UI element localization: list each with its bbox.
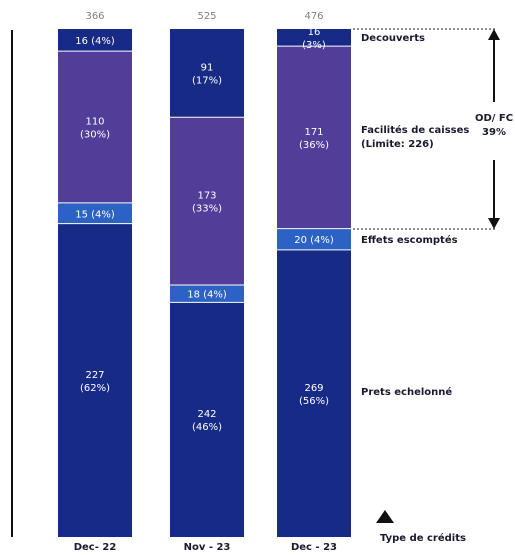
bar-segment	[277, 29, 351, 47]
arrow-down-icon	[488, 218, 500, 229]
side-label-decouverts: Decouverts	[361, 33, 425, 44]
bar-value-label: (3%)	[302, 40, 326, 51]
bar-segment	[277, 228, 351, 250]
bar-segment	[277, 249, 351, 538]
bar-total-label: 366	[85, 11, 104, 22]
bar-value-label: 16 (4%)	[75, 36, 115, 47]
bar-total-label: 525	[197, 11, 216, 22]
bar-value-label: 171	[304, 127, 323, 138]
bar-segment	[58, 51, 132, 203]
bar-value-label: (36%)	[299, 140, 329, 151]
bar-value-label: (17%)	[192, 76, 222, 87]
side-label-prets: Prets echelonné	[361, 386, 452, 398]
bar-value-label: 227	[85, 370, 104, 381]
bar-segment	[170, 284, 244, 303]
bar-value-label: 18 (4%)	[187, 290, 227, 301]
bar-value-label: 242	[197, 409, 216, 420]
bar-value-label: 91	[201, 63, 214, 74]
bar-value-label: 20 (4%)	[294, 235, 334, 246]
bar-value-label: (30%)	[80, 130, 110, 141]
bar-segment	[170, 29, 244, 118]
bar-segment	[58, 202, 132, 224]
bar-segment	[58, 29, 132, 52]
bar-value-label: (56%)	[299, 396, 329, 407]
side-label-facilites-limit: (Limite: 226)	[361, 139, 434, 150]
bar-value-label: (46%)	[192, 422, 222, 433]
bar-value-label: 110	[85, 117, 104, 128]
bar-value-label: 16	[308, 27, 321, 38]
side-label-facilites: Facilités de caisses	[361, 124, 469, 136]
category-label: Dec- 22	[74, 542, 117, 553]
category-label: Dec - 23	[291, 542, 337, 553]
bar-value-label: 269	[304, 383, 323, 394]
bar-segment	[170, 117, 244, 285]
bar-segment	[58, 223, 132, 538]
od-fc-bracket: OD/ FC 39%	[475, 29, 513, 229]
od-fc-percent: 39%	[482, 127, 506, 138]
bar-value-label: (62%)	[80, 383, 110, 394]
od-fc-label: OD/ FC	[475, 113, 513, 124]
bar-value-label: 15 (4%)	[75, 209, 115, 220]
bars-layer	[58, 29, 351, 538]
arrow-up-icon	[488, 29, 500, 40]
labels-layer: 227 (62%) 15 (4%) 110 (30%) 16 (4%) 366 Dec- 22…	[74, 11, 337, 553]
side-label-effets: Effets escomptés	[361, 234, 458, 246]
category-label: Nov - 23	[184, 542, 231, 553]
bar-total-label: 476	[304, 11, 323, 22]
bar-segment	[170, 302, 244, 537]
bar-value-label: (33%)	[192, 204, 222, 215]
bar-segment	[277, 46, 351, 229]
legend-type-credits: Type de crédits	[380, 532, 466, 544]
triangle-up-icon	[376, 510, 394, 523]
bar-value-label: 173	[197, 191, 216, 202]
